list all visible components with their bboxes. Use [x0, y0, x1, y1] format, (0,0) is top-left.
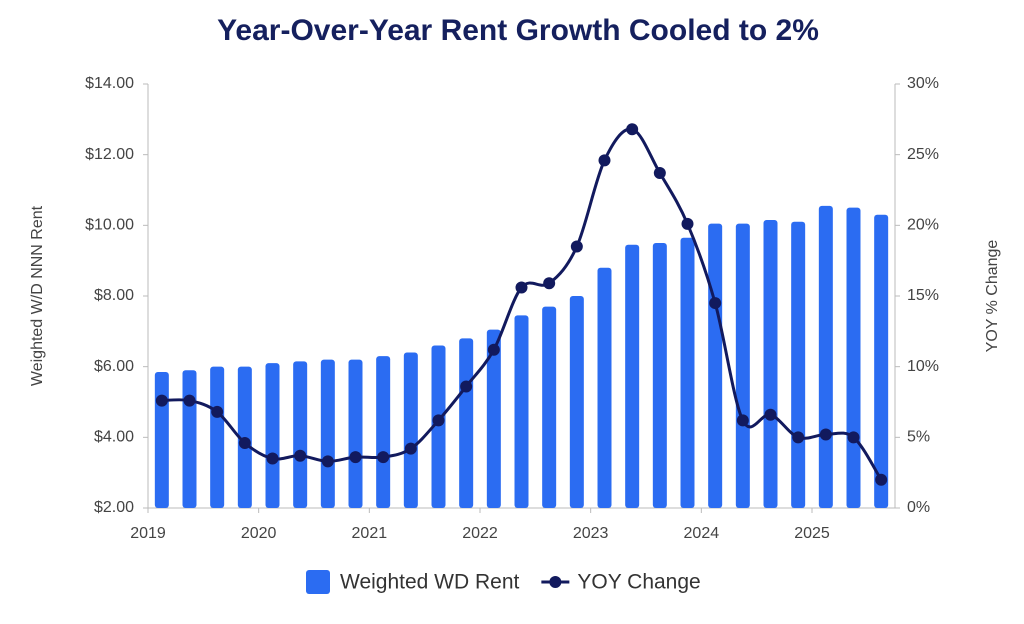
line-point — [653, 167, 666, 180]
bar — [403, 352, 418, 508]
x-tick-label: 2019 — [130, 525, 166, 542]
line-point — [515, 281, 528, 294]
line-point — [377, 451, 390, 464]
x-tick-label: 2024 — [684, 525, 720, 542]
x-tick-label: 2022 — [462, 525, 498, 542]
bar — [210, 366, 225, 508]
y-tick-label: $8.00 — [94, 287, 134, 304]
x-tick-label: 2021 — [352, 525, 388, 542]
line-point — [792, 431, 805, 444]
bar — [708, 223, 723, 509]
bar — [652, 243, 667, 508]
bar — [818, 205, 833, 508]
line-point — [294, 449, 307, 462]
y-axis-title: Weighted W/D NNN Rent — [29, 205, 46, 386]
legend-label: YOY Change — [577, 571, 700, 594]
line — [161, 127, 883, 481]
line-point — [543, 277, 556, 290]
line-point — [404, 442, 417, 455]
bar — [431, 345, 446, 508]
x-tick-label: 2025 — [794, 525, 830, 542]
y-tick-label: $4.00 — [94, 429, 134, 446]
line-point — [819, 428, 832, 441]
chart-title: Year-Over-Year Rent Growth Cooled to 2% — [217, 14, 819, 47]
line-point — [736, 414, 749, 427]
line-point — [238, 436, 251, 449]
line-point — [211, 405, 224, 418]
bar — [265, 363, 280, 508]
x-tick-label: 2020 — [241, 525, 277, 542]
y2-tick-label: 20% — [907, 217, 939, 234]
bar — [874, 214, 889, 508]
y-tick-label: $6.00 — [94, 358, 134, 375]
y2-axis-title: YOY % Change — [984, 240, 1001, 353]
y2-tick-label: 30% — [907, 75, 939, 92]
legend-swatch — [549, 576, 562, 588]
x-tick-label: 2023 — [573, 525, 609, 542]
line-point — [155, 394, 168, 407]
bar — [569, 296, 584, 508]
bar — [486, 329, 501, 508]
bar — [459, 338, 474, 508]
line-point — [487, 343, 500, 356]
line-point — [875, 473, 888, 486]
y-tick-label: $14.00 — [85, 75, 134, 92]
bar — [763, 220, 778, 509]
bar — [542, 306, 557, 508]
line-point — [709, 297, 722, 310]
bar — [376, 356, 391, 508]
y2-tick-label: 25% — [907, 146, 939, 163]
line-point — [266, 452, 279, 465]
y2-tick-label: 10% — [907, 358, 939, 375]
y-tick-label: $12.00 — [85, 146, 134, 163]
bar — [791, 221, 806, 509]
bar — [846, 207, 861, 508]
line-point — [598, 154, 611, 167]
line-point — [847, 431, 860, 444]
bar — [514, 315, 529, 508]
line-point — [626, 123, 639, 136]
line-point — [570, 240, 583, 253]
line-point — [460, 380, 473, 393]
line-point — [183, 394, 196, 407]
legend-swatch — [306, 570, 330, 594]
bar — [597, 267, 612, 508]
y2-tick-label: 0% — [907, 499, 930, 516]
y-tick-label: $10.00 — [85, 217, 134, 234]
y-tick-label: $2.00 — [94, 499, 134, 516]
bar — [154, 371, 169, 508]
bar — [348, 359, 363, 508]
bar — [320, 359, 335, 508]
bar — [735, 223, 750, 509]
line-point — [349, 451, 362, 464]
bar — [680, 237, 695, 508]
bar — [293, 361, 308, 508]
bar — [625, 244, 640, 508]
bar — [182, 370, 197, 508]
line-point — [321, 455, 334, 468]
line-point — [432, 414, 445, 427]
y2-tick-label: 15% — [907, 287, 939, 304]
line-point — [764, 408, 777, 421]
y2-tick-label: 5% — [907, 429, 930, 446]
legend-label: Weighted WD Rent — [340, 571, 520, 594]
line-point — [681, 217, 694, 230]
